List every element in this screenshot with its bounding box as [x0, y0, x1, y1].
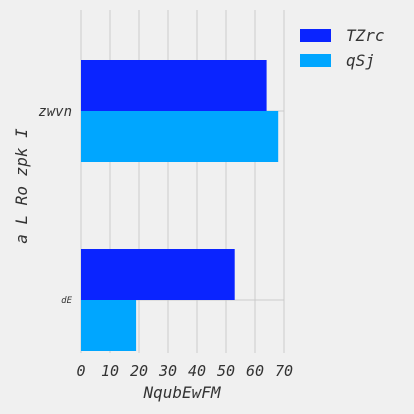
- legend: TZrc qSj: [300, 26, 385, 70]
- x-tick-label: 60: [246, 362, 264, 380]
- x-tick-labels: 0 10 20 30 40 50 60 70: [76, 362, 293, 380]
- bar-qSj-dE: [81, 300, 137, 351]
- bar-TZrc-dE: [81, 249, 235, 300]
- legend-label: qSj: [346, 51, 375, 70]
- y-axis-title: a L Ro zpk I: [12, 128, 31, 244]
- category-label: dE: [61, 296, 72, 306]
- x-tick-label: 40: [188, 362, 206, 380]
- x-tick-label: 50: [217, 362, 235, 380]
- x-tick-label: 70: [275, 362, 293, 380]
- legend-label: TZrc: [346, 26, 385, 45]
- legend-swatch: [300, 54, 331, 67]
- category-label: zwvn: [38, 104, 72, 120]
- x-axis-title: NqubEwFM: [142, 383, 221, 402]
- category-labels: zwvn dE: [38, 104, 72, 306]
- bars: [81, 60, 279, 351]
- bar-qSj-zwvn: [81, 111, 279, 162]
- x-tick-label: 20: [130, 362, 148, 380]
- x-tick-label: 0: [76, 362, 85, 380]
- legend-swatch: [300, 29, 331, 42]
- bar-TZrc-zwvn: [81, 60, 267, 111]
- x-tick-label: 30: [158, 362, 177, 380]
- x-tick-label: 10: [101, 362, 119, 380]
